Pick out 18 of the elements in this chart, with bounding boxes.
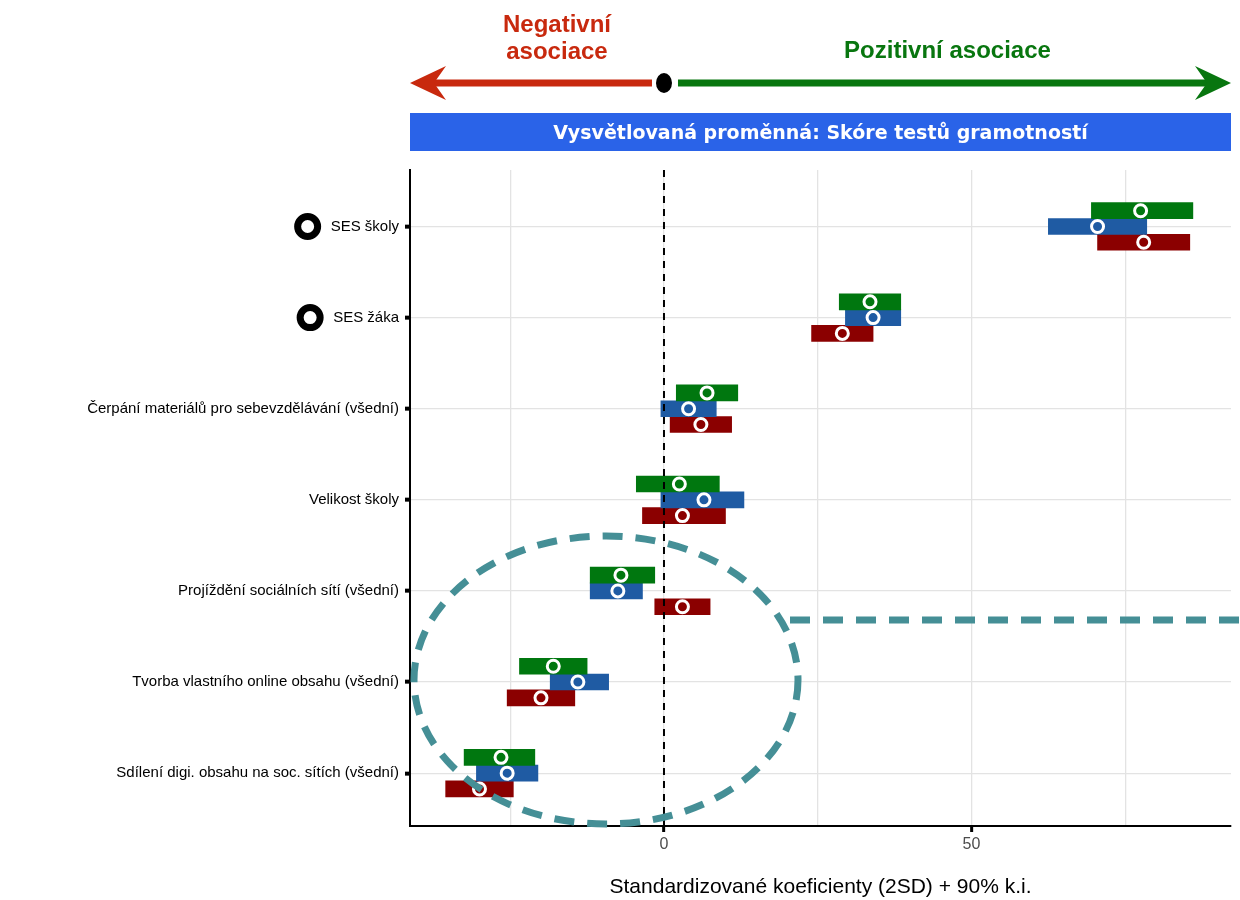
y-tick-label: Sdílení digi. obsahu na soc. sítích (všední) (116, 763, 399, 781)
text: Pozitivní asociace (843, 36, 1052, 63)
bar (1048, 218, 1148, 235)
x-axis-title: Standardizované koeficienty (2SD) + 90% k.i. (609, 874, 1032, 898)
chart-title: Vysvětlovaná proměnná: Skóre testů gramotností (410, 113, 1231, 151)
x-tick-label: 0 (659, 835, 669, 853)
y-tick-label: Tvorba vlastního online obsahu (všední) (132, 672, 399, 690)
bar (519, 657, 588, 675)
text: Negativní asociace (501, 10, 613, 64)
bar (1097, 233, 1191, 251)
y-tick-label: Čerpání materiálů pro sebevzdělávání (všední) (87, 398, 399, 416)
x-tick-label: 50 (962, 835, 981, 853)
y-tick-label: Projíždění sociálních sítí (všední) (178, 581, 399, 599)
bar (1091, 202, 1194, 220)
bar (463, 749, 536, 766)
y-tick-label: Velikost školy (308, 489, 400, 507)
y-tick-label: SES žáka (333, 307, 400, 325)
y-tick-label: SES školy (330, 216, 400, 234)
